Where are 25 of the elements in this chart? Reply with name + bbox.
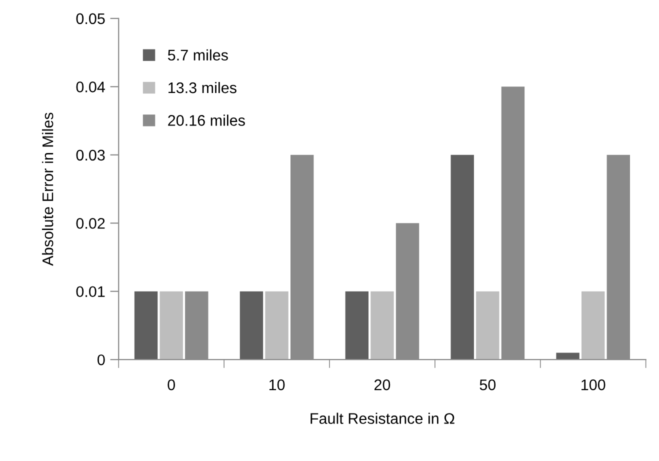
bar — [240, 291, 264, 360]
y-tick-label: 0.03 — [76, 150, 105, 161]
bar — [134, 291, 158, 360]
y-tick-label: 0.05 — [76, 13, 105, 24]
y-tick-label: 0.01 — [76, 286, 105, 298]
legend-label: 13.3 miles — [168, 82, 236, 94]
x-axis-title: Fault Resistance in Ω — [310, 412, 454, 424]
bar — [160, 291, 183, 360]
x-tick-label: 20 — [374, 379, 390, 390]
x-tick-label: 50 — [480, 379, 496, 390]
x-tick-label: 10 — [269, 379, 285, 390]
x-tick-label: 0 — [168, 379, 175, 390]
x-tick-label: 100 — [582, 379, 606, 390]
legend-label: 20.16 miles — [168, 114, 245, 126]
bar — [582, 291, 605, 360]
bar — [450, 154, 474, 360]
legend-label: 5.7 miles — [168, 49, 228, 61]
y-tick-label: 0.04 — [76, 82, 105, 92]
bar — [265, 291, 288, 360]
bar — [345, 291, 369, 360]
y-tick-label: 0 — [98, 354, 105, 366]
bar — [370, 291, 394, 360]
y-axis-title: Absolute Error in Miles — [42, 112, 54, 266]
y-tick-label: 0.02 — [76, 218, 105, 229]
bar — [476, 291, 500, 360]
